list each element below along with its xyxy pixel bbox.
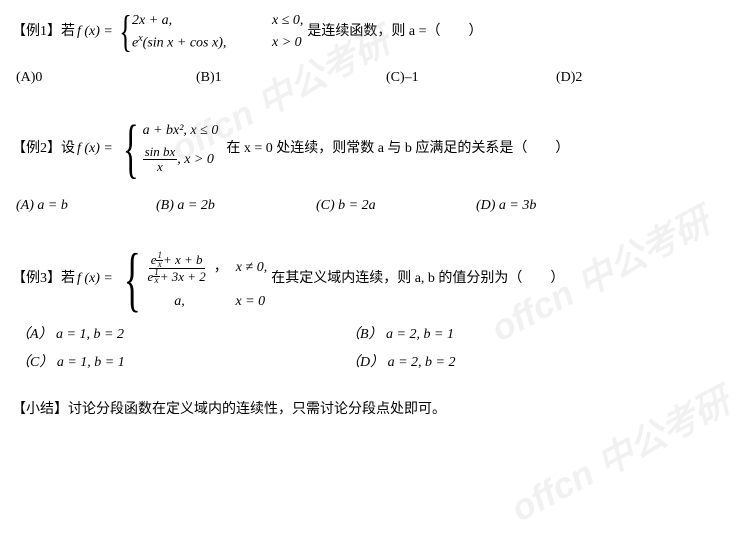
problem-3: 【例3】若 f (x) = { e1x + x + b e1x + 3x + 2… bbox=[12, 243, 720, 372]
case2-cond: x > 0 bbox=[272, 33, 302, 53]
summary: 【小结】讨论分段函数在定义域内的连续性，只需讨论分段点处即可。 bbox=[12, 400, 720, 420]
option-a: (A) a = b bbox=[16, 196, 156, 216]
problem-2-options: (A) a = b (B) a = 2b (C) b = 2a (D) a = … bbox=[16, 196, 720, 216]
option-d: （D） a = 2, b = 2 bbox=[346, 353, 456, 373]
problem-3-options: （A） a = 1, b = 2 （B） a = 2, b = 1 （C） a … bbox=[16, 325, 720, 372]
problem-1: 【例1】若 f (x) = { 2x + a, x ≤ 0, ex(sin x … bbox=[12, 10, 720, 88]
option-c: （C） a = 1, b = 1 bbox=[16, 353, 346, 373]
fx-eq: f (x) = bbox=[77, 22, 113, 42]
fx-eq: f (x) = bbox=[77, 269, 113, 289]
case1-expr: a + bx², x ≤ 0 bbox=[143, 121, 219, 141]
problem-2: 【例2】设 f (x) = { a + bx², x ≤ 0 sin bx x … bbox=[12, 116, 720, 216]
option-d: (D) a = 3b bbox=[476, 196, 536, 216]
option-d: (D)2 bbox=[556, 68, 582, 88]
case1-cond: x ≤ 0, bbox=[272, 11, 303, 31]
option-c: (C) b = 2a bbox=[316, 196, 476, 216]
option-a: (A)0 bbox=[16, 68, 196, 88]
case1-expr: 2x + a, bbox=[132, 11, 272, 31]
fx-eq: f (x) = bbox=[77, 139, 113, 159]
case2-frac: sin bx x bbox=[143, 145, 178, 175]
problem-1-options: (A)0 (B)1 (C)–1 (D)2 bbox=[16, 68, 720, 88]
case1-cond: x ≠ 0, bbox=[236, 258, 267, 278]
case2-cond: x = 0 bbox=[235, 292, 265, 312]
option-b: (B)1 bbox=[196, 68, 386, 88]
piecewise-brace: { 2x + a, x ≤ 0, ex(sin x + cos x), x > … bbox=[115, 10, 304, 54]
left-brace: { bbox=[124, 243, 141, 315]
case2-expr: a, bbox=[145, 292, 213, 312]
problem-3-stem: 【例3】若 f (x) = { e1x + x + b e1x + 3x + 2… bbox=[12, 243, 720, 315]
problem-1-label: 【例1】若 bbox=[12, 22, 75, 42]
option-b: （B） a = 2, b = 1 bbox=[346, 325, 454, 345]
summary-text: 讨论分段函数在定义域内的连续性，只需讨论分段点处即可。 bbox=[68, 402, 446, 417]
problem-2-label: 【例2】设 bbox=[12, 139, 75, 159]
case2-expr: ex(sin x + cos x), bbox=[132, 32, 272, 53]
problem-2-stem: 【例2】设 f (x) = { a + bx², x ≤ 0 sin bx x … bbox=[12, 116, 720, 182]
summary-label: 【小结】 bbox=[12, 402, 68, 417]
piecewise-brace: { e1x + x + b e1x + 3x + 2 ， x ≠ 0, bbox=[115, 243, 267, 315]
piecewise-brace: { a + bx², x ≤ 0 sin bx x , x > 0 bbox=[115, 116, 218, 182]
left-brace: { bbox=[119, 10, 132, 54]
option-a: （A） a = 1, b = 2 bbox=[16, 325, 346, 345]
option-b: (B) a = 2b bbox=[156, 196, 316, 216]
option-c: (C)–1 bbox=[386, 68, 556, 88]
problem-1-stem: 【例1】若 f (x) = { 2x + a, x ≤ 0, ex(sin x … bbox=[12, 10, 720, 54]
problem-2-tail: 在 x = 0 处连续，则常数 a 与 b 应满足的关系是（ ） bbox=[226, 139, 569, 159]
case2-cond: , x > 0 bbox=[177, 150, 214, 170]
left-brace: { bbox=[123, 116, 139, 182]
problem-3-tail: 在其定义域内连续，则 a, b 的值分别为（ ） bbox=[271, 269, 564, 289]
problem-1-tail: 是连续函数，则 a =（ ） bbox=[307, 22, 482, 42]
problem-3-label: 【例3】若 bbox=[12, 269, 75, 289]
case1-frac: e1x + x + b e1x + 3x + 2 bbox=[145, 252, 207, 284]
